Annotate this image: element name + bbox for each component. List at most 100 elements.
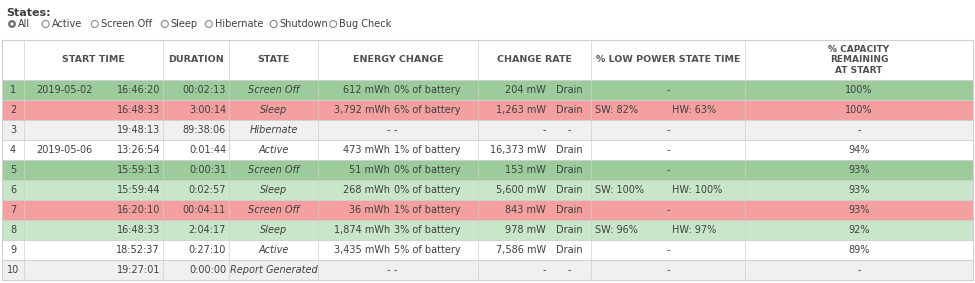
Text: % CAPACITY
REMAINING
AT START: % CAPACITY REMAINING AT START [829, 45, 889, 75]
Bar [2, 220, 973, 240]
Text: ENERGY CHANGE: ENERGY CHANGE [353, 55, 444, 65]
Text: Sleep: Sleep [260, 105, 287, 115]
Text: 89:38:06: 89:38:06 [182, 125, 226, 135]
Text: 0:01:44: 0:01:44 [189, 145, 226, 155]
Text: -: - [857, 125, 861, 135]
Text: 93%: 93% [848, 205, 870, 215]
Text: 1,263 mW: 1,263 mW [496, 105, 546, 115]
Circle shape [9, 20, 16, 27]
Text: 268 mWh: 268 mWh [343, 185, 390, 195]
Text: 0% of battery: 0% of battery [394, 85, 460, 95]
Text: 0:00:00: 0:00:00 [189, 265, 226, 275]
Text: 19:48:13: 19:48:13 [117, 125, 160, 135]
Text: Report Generated: Report Generated [230, 265, 318, 275]
Text: % LOW POWER STATE TIME: % LOW POWER STATE TIME [596, 55, 740, 65]
Text: -: - [666, 165, 670, 175]
Bar [2, 140, 973, 160]
Text: 153 mW: 153 mW [505, 165, 546, 175]
Text: CHANGE RATE: CHANGE RATE [497, 55, 572, 65]
Text: 0% of battery: 0% of battery [394, 165, 460, 175]
Text: States:: States: [6, 8, 51, 18]
Bar [2, 120, 973, 140]
Bar [2, 260, 973, 280]
Text: -: - [567, 265, 571, 275]
Text: 93%: 93% [848, 165, 870, 175]
Text: 2019-05-02: 2019-05-02 [36, 85, 93, 95]
Text: 0:27:10: 0:27:10 [188, 245, 226, 255]
Bar [2, 160, 973, 180]
Text: 9: 9 [10, 245, 16, 255]
Text: DURATION: DURATION [168, 55, 224, 65]
Text: 8: 8 [10, 225, 16, 235]
Text: 7: 7 [10, 205, 17, 215]
Text: 3,435 mWh: 3,435 mWh [333, 245, 390, 255]
Text: 1,874 mWh: 1,874 mWh [333, 225, 390, 235]
Bar [2, 40, 973, 80]
Text: Screen Off: Screen Off [248, 85, 299, 95]
Text: 4: 4 [10, 145, 16, 155]
Text: 2019-05-06: 2019-05-06 [36, 145, 92, 155]
Text: 93%: 93% [848, 185, 870, 195]
Text: SW: 96%: SW: 96% [595, 225, 638, 235]
Text: 16:48:33: 16:48:33 [117, 105, 160, 115]
Text: Drain: Drain [556, 105, 583, 115]
Bar [2, 80, 973, 100]
Text: 5: 5 [10, 165, 17, 175]
Text: 1% of battery: 1% of battery [394, 145, 460, 155]
Text: START TIME: START TIME [62, 55, 125, 65]
Text: Screen Off: Screen Off [248, 165, 299, 175]
Text: Screen Off: Screen Off [248, 205, 299, 215]
Text: -: - [666, 265, 670, 275]
Text: 6% of battery: 6% of battery [394, 105, 460, 115]
Text: 843 mW: 843 mW [505, 205, 546, 215]
Text: 1% of battery: 1% of battery [394, 205, 460, 215]
Text: All: All [18, 19, 30, 29]
Text: -: - [666, 125, 670, 135]
Text: HW: 63%: HW: 63% [672, 105, 716, 115]
Text: 2: 2 [10, 105, 17, 115]
Text: 1: 1 [10, 85, 16, 95]
Text: Drain: Drain [556, 245, 583, 255]
Text: 3% of battery: 3% of battery [394, 225, 460, 235]
Text: 16,373 mW: 16,373 mW [489, 145, 546, 155]
Text: 36 mWh: 36 mWh [349, 205, 390, 215]
Text: 3: 3 [10, 125, 16, 135]
Text: -: - [386, 125, 390, 135]
Text: Drain: Drain [556, 225, 583, 235]
Text: -: - [394, 265, 398, 275]
Text: 2:04:17: 2:04:17 [188, 225, 226, 235]
Text: Drain: Drain [556, 185, 583, 195]
Text: 5% of battery: 5% of battery [394, 245, 460, 255]
Text: Drain: Drain [556, 205, 583, 215]
Text: 10: 10 [7, 265, 20, 275]
Text: 473 mWh: 473 mWh [343, 145, 390, 155]
Text: -: - [542, 265, 546, 275]
Bar [2, 180, 973, 200]
Text: 3:00:14: 3:00:14 [189, 105, 226, 115]
Text: 51 mWh: 51 mWh [349, 165, 390, 175]
Text: 612 mWh: 612 mWh [343, 85, 390, 95]
Text: Screen Off: Screen Off [100, 19, 152, 29]
Text: Hibernate: Hibernate [214, 19, 263, 29]
Text: 92%: 92% [848, 225, 870, 235]
Text: HW: 97%: HW: 97% [672, 225, 717, 235]
Text: Active: Active [258, 145, 289, 155]
Bar [2, 40, 973, 280]
Text: -: - [666, 145, 670, 155]
Text: 16:46:20: 16:46:20 [117, 85, 160, 95]
Text: 0:00:31: 0:00:31 [189, 165, 226, 175]
Text: 89%: 89% [848, 245, 870, 255]
Text: STATE: STATE [257, 55, 290, 65]
Text: Drain: Drain [556, 85, 583, 95]
Text: -: - [567, 125, 571, 135]
Text: -: - [542, 125, 546, 135]
Text: HW: 100%: HW: 100% [672, 185, 722, 195]
Text: 0:02:57: 0:02:57 [188, 185, 226, 195]
Text: 16:20:10: 16:20:10 [117, 205, 160, 215]
Text: 00:02:13: 00:02:13 [182, 85, 226, 95]
Text: -: - [666, 205, 670, 215]
Text: 204 mW: 204 mW [505, 85, 546, 95]
Text: 5,600 mW: 5,600 mW [496, 185, 546, 195]
Text: Drain: Drain [556, 165, 583, 175]
Text: 100%: 100% [845, 105, 873, 115]
